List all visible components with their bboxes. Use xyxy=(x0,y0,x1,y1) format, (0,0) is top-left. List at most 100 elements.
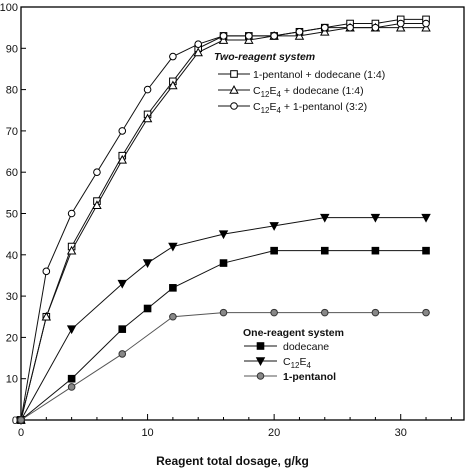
data-point xyxy=(371,23,380,32)
data-point xyxy=(169,284,177,292)
data-point xyxy=(230,102,238,110)
series-line xyxy=(20,312,427,421)
data-point xyxy=(320,26,330,36)
data-point xyxy=(320,213,330,223)
data-point xyxy=(295,27,304,36)
data-point xyxy=(194,40,202,48)
series-4 xyxy=(16,213,431,425)
series-layer xyxy=(16,15,431,425)
plot-frame xyxy=(20,6,465,421)
data-point xyxy=(169,312,177,321)
x-tick-label: 30 xyxy=(395,427,407,439)
data-point xyxy=(422,246,430,255)
data-point xyxy=(17,416,25,424)
data-point xyxy=(320,308,329,317)
data-point xyxy=(218,230,229,240)
data-point xyxy=(421,22,431,32)
data-point xyxy=(117,279,127,289)
data-point xyxy=(320,246,329,255)
legend-1: One-reagent system dodecane C12E41-pentano… xyxy=(243,327,344,383)
x-tick-label: 0 xyxy=(18,427,24,439)
legend-title: Two-reagent system xyxy=(214,51,315,63)
data-point xyxy=(66,325,77,335)
data-point xyxy=(256,342,265,350)
data-point xyxy=(169,52,177,61)
data-point xyxy=(168,242,178,252)
data-point xyxy=(421,213,431,223)
data-point xyxy=(269,222,279,231)
data-point xyxy=(422,19,430,28)
data-point xyxy=(143,85,152,94)
data-point xyxy=(42,267,51,276)
legend-label: 1-pentanol + dodecane (1:4) xyxy=(253,69,385,81)
data-point xyxy=(371,308,380,317)
y-tick-label: 90 xyxy=(6,43,18,55)
data-point xyxy=(66,245,77,255)
legend-label: 1-pentanol xyxy=(283,371,336,383)
x-tick-label: 20 xyxy=(268,427,280,439)
data-point xyxy=(92,200,102,210)
x-tick-label: 10 xyxy=(141,427,153,439)
data-point xyxy=(245,32,253,40)
legend-entry: 1-pentanol xyxy=(244,371,336,383)
legend-entry: C12E4 + 1-pentanol (3:2) xyxy=(218,101,367,115)
series-3 xyxy=(17,246,430,424)
data-point xyxy=(371,246,380,255)
data-point xyxy=(270,32,278,40)
y-tick-label: 50 xyxy=(6,209,18,221)
data-point xyxy=(229,85,239,94)
data-point xyxy=(67,383,76,391)
data-point xyxy=(370,213,381,223)
y-tick-label: 30 xyxy=(6,291,18,303)
data-point xyxy=(118,350,127,358)
data-point xyxy=(218,35,229,44)
data-point xyxy=(168,80,178,90)
data-point xyxy=(219,32,228,40)
data-point xyxy=(346,23,354,32)
data-point xyxy=(118,127,127,135)
data-point xyxy=(270,246,278,255)
y-tick-label: 60 xyxy=(6,167,18,179)
y-tick-label: 20 xyxy=(6,332,18,344)
legend-0: Two-reagent system 1-pentanol + dodecane … xyxy=(214,51,385,115)
data-point xyxy=(230,70,238,78)
y-tick-label: 40 xyxy=(6,250,18,262)
series-line xyxy=(20,27,427,421)
legend-label: C12E4 + dodecane (1:4) xyxy=(253,85,364,99)
series-line xyxy=(20,217,427,421)
data-point xyxy=(396,19,405,28)
data-point xyxy=(142,113,153,123)
data-point xyxy=(320,23,329,32)
data-point xyxy=(117,154,127,164)
data-point xyxy=(67,209,76,218)
data-point xyxy=(270,308,278,317)
data-point xyxy=(256,372,265,380)
data-point xyxy=(142,259,153,269)
series-line xyxy=(20,23,427,421)
legend-entry: C12E4 xyxy=(244,356,312,370)
data-point xyxy=(67,374,76,383)
legend-entry: C12E4 + dodecane (1:4) xyxy=(218,85,364,99)
series-5 xyxy=(17,308,430,424)
y-tick-label: 70 xyxy=(6,126,18,138)
legend-entry: dodecane xyxy=(244,341,329,353)
legends: Two-reagent system 1-pentanol + dodecane … xyxy=(214,51,385,383)
y-tick-label: 0 xyxy=(12,415,18,427)
legend-label: C12E4 xyxy=(283,356,312,370)
series-2 xyxy=(17,19,430,424)
y-tick-label: 100 xyxy=(0,2,18,14)
legend-label: C12E4 + 1-pentanol (3:2) xyxy=(253,101,367,115)
data-point xyxy=(41,311,52,321)
data-point xyxy=(255,357,266,366)
series-line xyxy=(20,250,427,421)
data-point xyxy=(143,304,152,313)
data-point xyxy=(193,47,203,57)
legend-title: One-reagent system xyxy=(243,327,344,339)
data-point xyxy=(422,308,430,317)
x-axis-label: Reagent total dosage, g/kg xyxy=(156,454,309,468)
legend-entry: 1-pentanol + dodecane (1:4) xyxy=(218,69,385,81)
axes: 0 10 20 30 40 50 60 70 80 90 100 0 10 20 30 Reagent tot… xyxy=(0,2,465,468)
data-point xyxy=(294,30,305,40)
legend-label: dodecane xyxy=(283,341,329,353)
